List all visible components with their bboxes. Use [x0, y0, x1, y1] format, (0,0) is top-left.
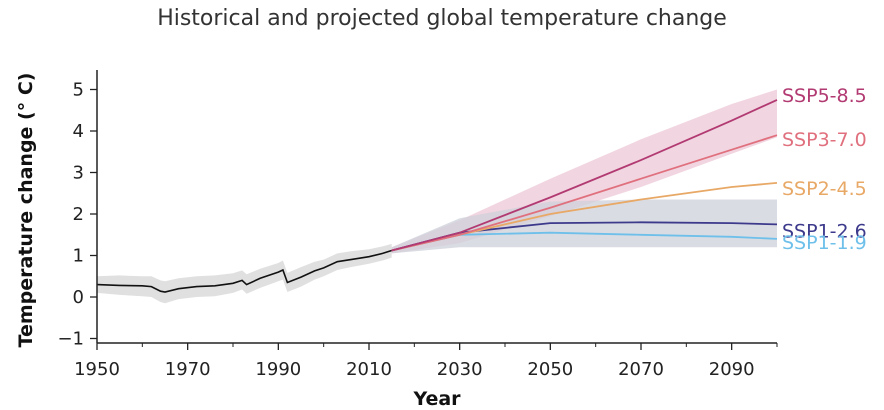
y-tick-label: 0: [73, 287, 84, 308]
label-ssp1-1-9: SSP1-1.9: [782, 232, 867, 254]
y-tick-label: −1: [57, 329, 84, 350]
y-tick-label: 4: [73, 121, 84, 142]
historical-band: [97, 243, 392, 304]
series-lines: [96, 99, 778, 293]
band-ssp5-8-5-range: [391, 89, 777, 254]
label-ssp1-2-6: SSP1-2.6: [782, 220, 867, 242]
x-tick-label: 2050: [527, 359, 573, 380]
y-axis-title: Temperature change (° C): [15, 73, 37, 348]
band-ssp1-2-6-range: [391, 199, 777, 254]
x-tick-label: 2090: [709, 359, 755, 380]
x-tick-label: 2030: [437, 359, 483, 380]
y-tick-label: 1: [73, 246, 84, 267]
y-tick-label: 3: [73, 163, 84, 184]
tick-marks: 1950 1970 1990 2010 2030 2050 2070 2090 −1 0 1 2 3 4 5: [57, 80, 778, 380]
x-tick-label: 1950: [74, 359, 120, 380]
line-ssp3-7-0: [391, 134, 778, 252]
historical-line: [96, 249, 392, 293]
chart-title: Historical and projected global temperat…: [157, 6, 727, 31]
label-ssp2-4-5: SSP2-4.5: [782, 178, 867, 200]
x-axis-title: Year: [412, 388, 461, 410]
uncertainty-bands: [97, 89, 777, 304]
line-ssp5-8-5: [391, 99, 778, 252]
x-tick-label: 2010: [346, 359, 392, 380]
label-ssp5-8-5: SSP5-8.5: [782, 85, 867, 107]
x-tick-label: 2070: [618, 359, 664, 380]
y-tick-label: 2: [73, 204, 84, 225]
y-tick-label: 5: [73, 80, 84, 101]
x-tick-label: 1970: [165, 359, 211, 380]
label-ssp3-7-0: SSP3-7.0: [782, 129, 867, 151]
x-tick-label: 1990: [255, 359, 301, 380]
